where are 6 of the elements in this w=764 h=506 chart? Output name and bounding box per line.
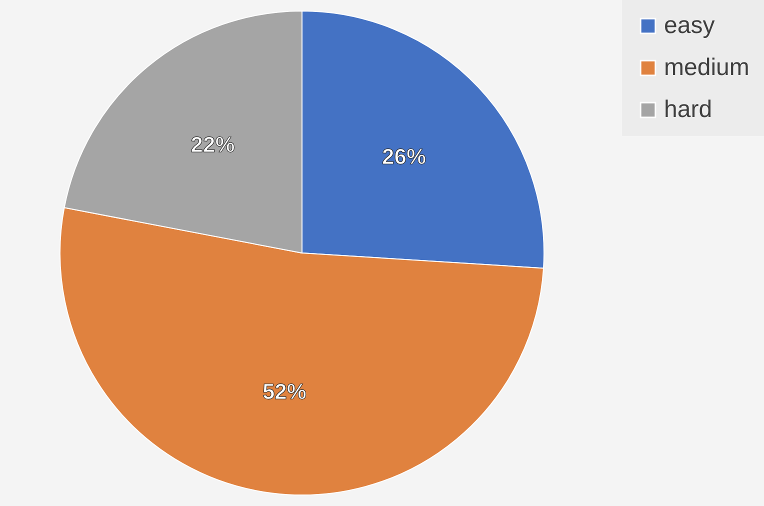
data-label: 26%: [382, 144, 426, 170]
data-label: 22%: [190, 132, 235, 158]
data-label: 52%: [262, 378, 306, 404]
legend-label: hard: [664, 96, 712, 123]
legend-label: medium: [664, 54, 750, 81]
legend-label: easy: [664, 12, 715, 39]
